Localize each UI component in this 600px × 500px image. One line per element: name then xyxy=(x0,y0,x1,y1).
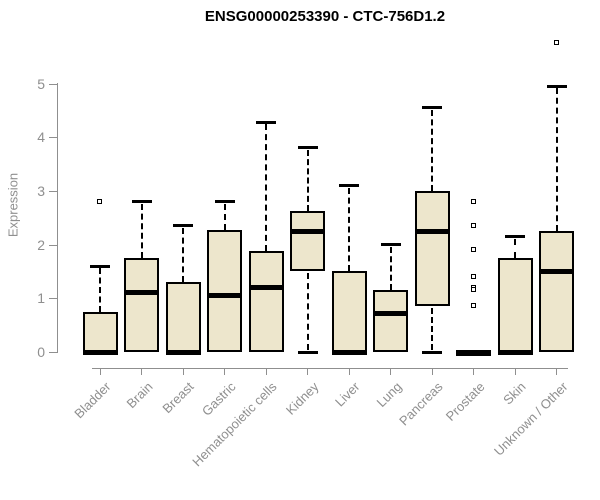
x-tick-bladder xyxy=(99,368,101,375)
box-skin xyxy=(497,258,533,352)
y-tick-label-2: 2 xyxy=(37,236,45,253)
box-kidney xyxy=(290,211,325,272)
box-lung xyxy=(373,290,408,352)
upper-whisker-hematopoietic-cells xyxy=(265,124,267,252)
x-tick-label-prostate: Prostate xyxy=(442,379,488,424)
median-gastric xyxy=(207,293,242,299)
upper-whisker-brain xyxy=(140,203,143,258)
y-tick-1 xyxy=(49,298,57,300)
median-unknown-other xyxy=(539,268,574,274)
median-bladder xyxy=(82,349,118,355)
x-tick-kidney xyxy=(307,368,308,375)
upper-whisker-kidney xyxy=(306,149,309,212)
upper-whisker-cap-brain xyxy=(131,200,152,204)
box-pancreas xyxy=(414,190,450,307)
upper-whisker-bladder xyxy=(99,268,101,312)
y-tick-label-1: 1 xyxy=(37,290,45,307)
median-prostate xyxy=(456,349,491,355)
median-skin xyxy=(497,349,533,355)
x-tick-label-unknown-other: Unknown / Other xyxy=(490,379,571,459)
upper-whisker-cap-pancreas xyxy=(422,106,442,110)
median-liver xyxy=(331,349,367,355)
upper-whisker-cap-kidney xyxy=(297,146,318,150)
median-kidney xyxy=(290,228,325,234)
outlier-prostate-5 xyxy=(470,287,476,293)
box-liver xyxy=(331,271,367,352)
x-tick-hematopoietic-cells xyxy=(265,368,267,375)
box-bladder xyxy=(82,311,118,352)
y-tick-2 xyxy=(49,244,57,246)
y-tick-3 xyxy=(49,190,57,192)
x-tick-breast xyxy=(182,368,184,375)
upper-whisker-cap-breast xyxy=(173,224,193,228)
y-tick-5 xyxy=(49,83,57,85)
x-tick-label-bladder: Bladder xyxy=(71,379,114,422)
x-tick-unknown-other xyxy=(556,368,557,375)
upper-whisker-cap-skin xyxy=(505,235,525,239)
upper-whisker-cap-gastric xyxy=(214,200,235,204)
upper-whisker-cap-bladder xyxy=(90,264,110,268)
x-tick-label-gastric: Gastric xyxy=(198,379,239,419)
upper-whisker-cap-hematopoietic-cells xyxy=(256,120,276,124)
y-tick-0 xyxy=(49,352,57,353)
x-tick-pancreas xyxy=(431,368,433,375)
median-lung xyxy=(373,310,408,316)
median-pancreas xyxy=(414,228,450,234)
median-brain xyxy=(124,290,159,296)
outlier-prostate-6 xyxy=(470,303,476,309)
y-tick-4 xyxy=(49,137,57,139)
median-breast xyxy=(165,349,201,355)
x-tick-label-kidney: Kidney xyxy=(282,379,322,418)
x-tick-label-skin: Skin xyxy=(500,379,529,408)
upper-whisker-breast xyxy=(182,227,184,283)
upper-whisker-cap-unknown-other xyxy=(546,84,567,88)
chart-title: ENSG00000253390 - CTC-756D1.2 xyxy=(204,8,446,25)
upper-whisker-cap-liver xyxy=(339,184,359,188)
x-tick-label-brain: Brain xyxy=(123,379,156,412)
upper-whisker-liver xyxy=(348,187,350,272)
lower-whisker-cap-kidney xyxy=(297,350,318,354)
upper-whisker-lung xyxy=(389,246,392,291)
x-tick-liver xyxy=(348,368,350,375)
y-tick-label-0: 0 xyxy=(37,344,45,360)
outlier-bladder-0 xyxy=(97,198,102,204)
upper-whisker-pancreas xyxy=(431,109,433,191)
x-tick-label-pancreas: Pancreas xyxy=(396,379,446,429)
outlier-unknown-other-0 xyxy=(553,40,559,46)
box-gastric xyxy=(207,229,242,352)
y-tick-label-5: 5 xyxy=(37,75,45,92)
x-tick-label-lung: Lung xyxy=(373,379,405,411)
x-tick-brain xyxy=(141,368,142,375)
y-axis-line xyxy=(57,83,58,353)
lower-whisker-kidney xyxy=(306,273,309,350)
x-tick-skin xyxy=(514,368,516,375)
upper-whisker-skin xyxy=(514,238,516,258)
box-hematopoietic-cells xyxy=(248,251,284,352)
x-tick-lung xyxy=(390,368,391,375)
lower-whisker-pancreas xyxy=(431,308,433,350)
upper-whisker-unknown-other xyxy=(555,88,558,232)
outlier-prostate-0 xyxy=(470,198,476,204)
box-unknown-other xyxy=(539,231,574,352)
outlier-prostate-1 xyxy=(470,222,476,228)
lower-whisker-cap-pancreas xyxy=(422,350,442,354)
median-hematopoietic-cells xyxy=(248,285,284,291)
upper-whisker-gastric xyxy=(223,203,226,230)
y-tick-label-4: 4 xyxy=(37,129,45,146)
outlier-prostate-2 xyxy=(470,246,476,252)
x-tick-gastric xyxy=(224,368,225,375)
y-tick-label-3: 3 xyxy=(37,182,45,199)
x-axis-line xyxy=(92,368,568,369)
box-breast xyxy=(165,282,201,352)
box-brain xyxy=(124,258,159,352)
x-tick-prostate xyxy=(473,368,474,375)
upper-whisker-cap-lung xyxy=(380,243,401,247)
outlier-prostate-3 xyxy=(470,273,476,279)
x-tick-label-liver: Liver xyxy=(332,379,363,410)
x-tick-label-breast: Breast xyxy=(159,379,197,417)
